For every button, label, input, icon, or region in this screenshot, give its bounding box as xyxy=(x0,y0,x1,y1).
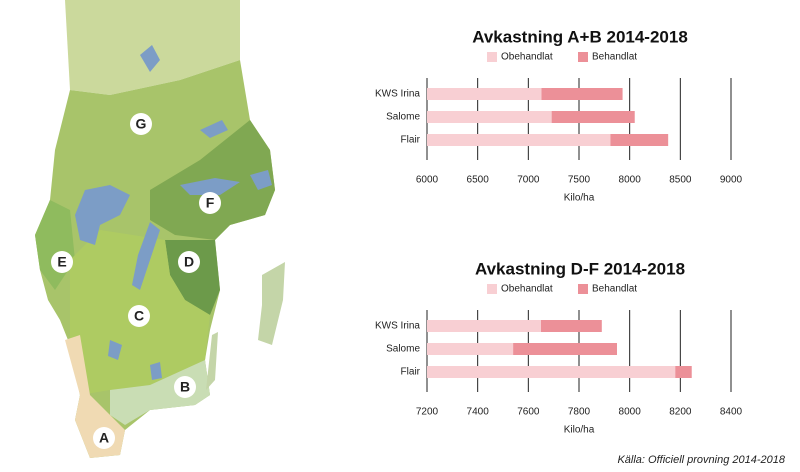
bar-segment xyxy=(513,343,617,355)
chart-title: Avkastning A+B 2014-2018 xyxy=(472,27,688,46)
x-tick-label: 9000 xyxy=(720,175,743,186)
region-marker xyxy=(199,192,221,214)
region-marker xyxy=(51,251,73,273)
bar-segment xyxy=(427,366,676,378)
bar-segment xyxy=(427,320,541,332)
bar-segment xyxy=(427,134,611,146)
x-tick-label: 6500 xyxy=(467,175,490,186)
x-tick-label: 7800 xyxy=(568,407,591,418)
lake xyxy=(200,120,228,138)
x-tick-label: 7500 xyxy=(568,175,591,186)
category-label: Salome xyxy=(386,112,420,123)
bar-segment xyxy=(541,320,602,332)
x-tick-label: 8000 xyxy=(619,407,642,418)
legend-label: Obehandlat xyxy=(501,284,553,295)
lake xyxy=(150,362,162,380)
legend-label: Behandlat xyxy=(592,52,637,63)
legend-swatch xyxy=(487,284,497,294)
category-label: Flair xyxy=(401,135,421,146)
bar-segment xyxy=(551,111,635,123)
bar-segment xyxy=(541,88,623,100)
x-axis-label: Kilo/ha xyxy=(564,193,595,204)
x-tick-label: 7400 xyxy=(467,407,490,418)
source: Källa: Officiell provning 2014-2018 xyxy=(617,454,785,466)
region-label: B xyxy=(180,379,190,395)
legend-label: Obehandlat xyxy=(501,52,553,63)
x-tick-label: 6000 xyxy=(416,175,439,186)
map xyxy=(35,0,285,458)
lake xyxy=(180,178,240,195)
legend-swatch xyxy=(578,284,588,294)
legend-label: Behandlat xyxy=(592,284,637,295)
zone-a xyxy=(65,335,125,458)
region-marker xyxy=(178,251,200,273)
bar-segment xyxy=(675,366,692,378)
bar-segment xyxy=(610,134,669,146)
category-label: Salome xyxy=(386,344,420,355)
lake xyxy=(140,45,160,72)
category-label: KWS Irina xyxy=(375,321,420,332)
region-label: F xyxy=(206,195,215,211)
region-label: D xyxy=(184,254,194,270)
region-label: G xyxy=(136,116,147,132)
x-tick-label: 8000 xyxy=(619,175,642,186)
island xyxy=(206,332,218,390)
region-marker xyxy=(130,113,152,135)
region-marker xyxy=(128,305,150,327)
region-marker xyxy=(174,376,196,398)
lake xyxy=(132,222,160,290)
region-label: A xyxy=(99,430,109,446)
region-label: E xyxy=(57,254,66,270)
bar-segment xyxy=(427,88,542,100)
x-tick-label: 8200 xyxy=(669,407,692,418)
x-tick-label: 7000 xyxy=(517,175,540,186)
x-tick-label: 8400 xyxy=(720,407,743,418)
island xyxy=(258,262,285,345)
x-tick-label: 7600 xyxy=(517,407,540,418)
lake xyxy=(108,340,122,360)
x-tick-label: 8500 xyxy=(669,175,692,186)
category-label: Flair xyxy=(401,367,421,378)
region-marker xyxy=(93,427,115,449)
lake xyxy=(250,170,272,190)
bar-segment xyxy=(427,343,514,355)
lake xyxy=(75,185,130,245)
legend-swatch xyxy=(487,52,497,62)
legend-swatch xyxy=(578,52,588,62)
chart-title: Avkastning D-F 2014-2018 xyxy=(475,259,685,278)
bar-segment xyxy=(427,111,552,123)
x-axis-label: Kilo/ha xyxy=(564,425,595,436)
x-tick-label: 7200 xyxy=(416,407,439,418)
category-label: KWS Irina xyxy=(375,89,420,100)
region-label: C xyxy=(134,308,144,324)
